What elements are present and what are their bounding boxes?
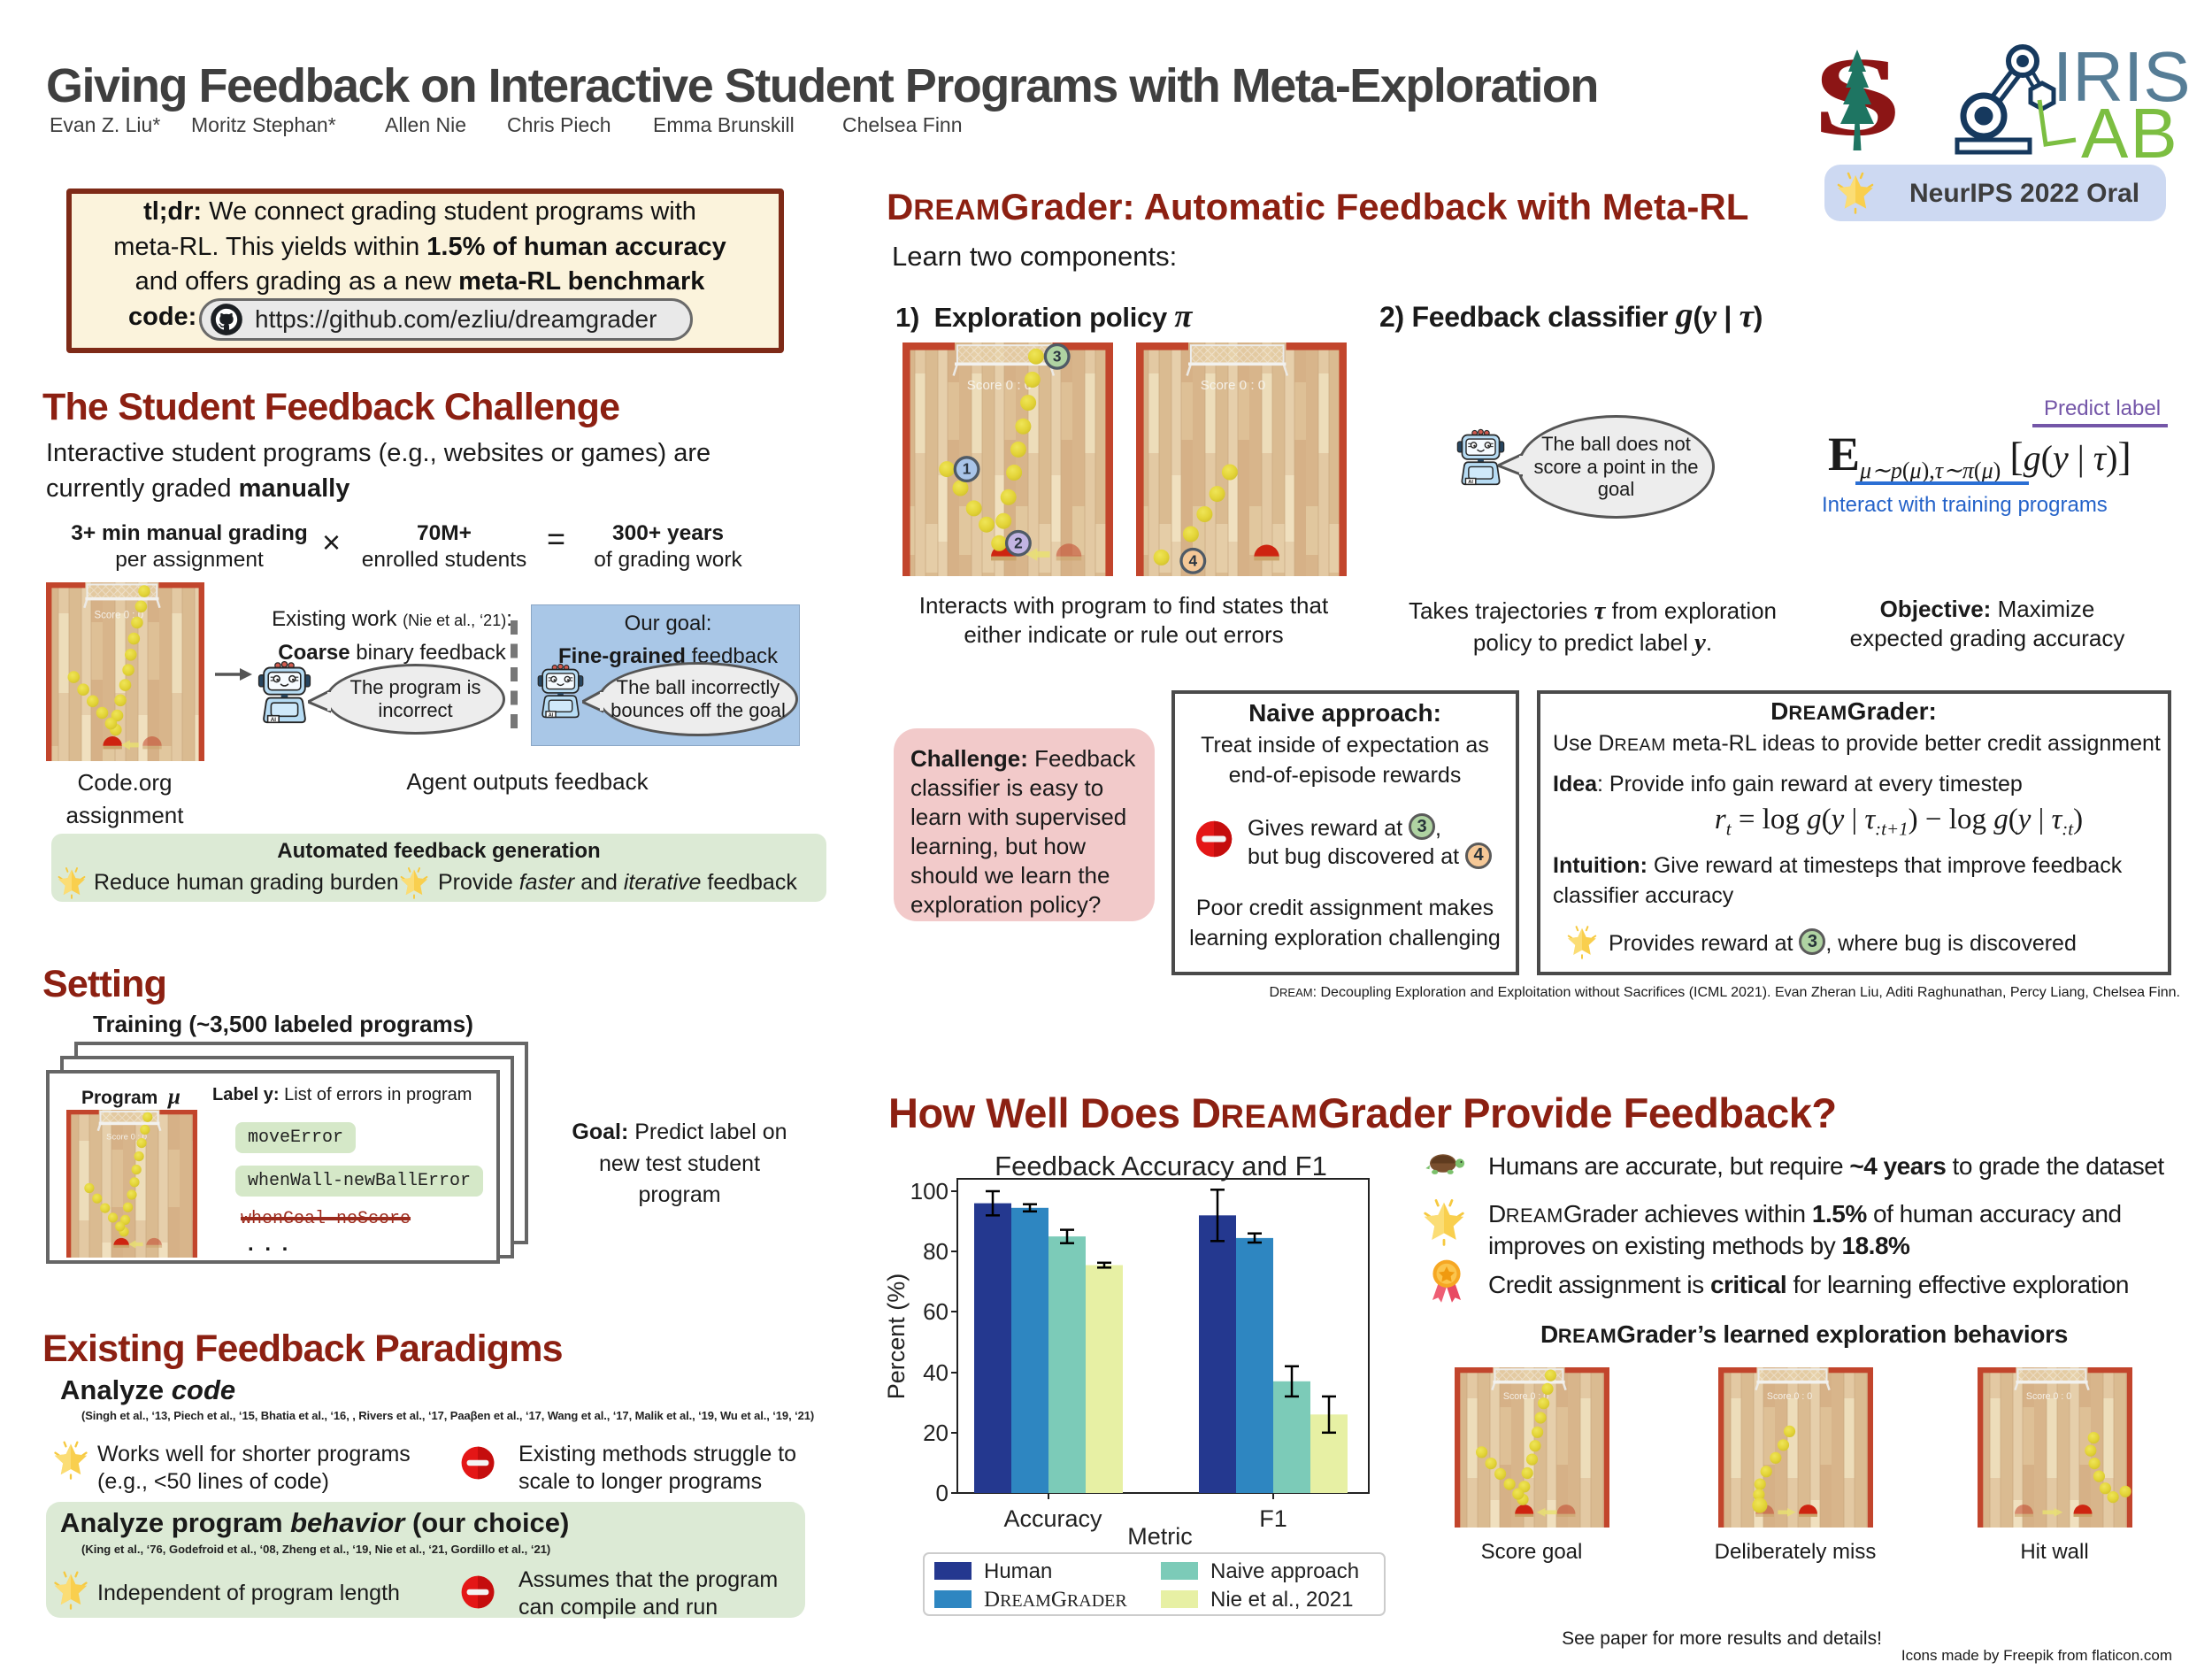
svg-text:Metric: Metric (1127, 1523, 1193, 1550)
svg-text:Score 0 : 0: Score 0 : 0 (94, 610, 143, 620)
svg-text:Score 0 : 0: Score 0 : 0 (106, 1132, 147, 1142)
svg-text:Score 0 : 0: Score 0 : 0 (1503, 1391, 1548, 1402)
svg-text:Score 0 : 0: Score 0 : 0 (1201, 378, 1265, 393)
svg-text:DREAMGRADER: DREAMGRADER (984, 1588, 1127, 1612)
svg-text:Nie et al., 2021: Nie et al., 2021 (1210, 1588, 1353, 1612)
svg-text:1: 1 (963, 460, 972, 478)
svg-text:Human: Human (984, 1559, 1052, 1583)
svg-text:Score 0 : 0: Score 0 : 0 (967, 378, 1032, 393)
svg-text:Score 0 : 0: Score 0 : 0 (2026, 1391, 2071, 1402)
svg-text:Percent (%): Percent (%) (885, 1274, 910, 1400)
svg-text:40: 40 (923, 1359, 949, 1386)
svg-text:2: 2 (1014, 534, 1023, 551)
svg-text:3: 3 (1053, 347, 1062, 365)
svg-text:Feedback Accuracy and F1: Feedback Accuracy and F1 (995, 1151, 1327, 1181)
svg-text:Score 0 : 0: Score 0 : 0 (1767, 1391, 1812, 1402)
svg-text:100: 100 (910, 1178, 949, 1204)
svg-text:Naive approach: Naive approach (1210, 1559, 1359, 1583)
svg-text:Accuracy: Accuracy (1003, 1505, 1102, 1532)
svg-text:0: 0 (936, 1480, 949, 1506)
svg-text:60: 60 (923, 1298, 949, 1325)
svg-text:IRIS: IRIS (2053, 37, 2191, 116)
svg-text:80: 80 (923, 1238, 949, 1265)
svg-text:20: 20 (923, 1420, 949, 1446)
svg-text:F1: F1 (1259, 1505, 1287, 1532)
svg-text:AB: AB (2081, 94, 2179, 161)
svg-text:4: 4 (1188, 551, 1197, 569)
